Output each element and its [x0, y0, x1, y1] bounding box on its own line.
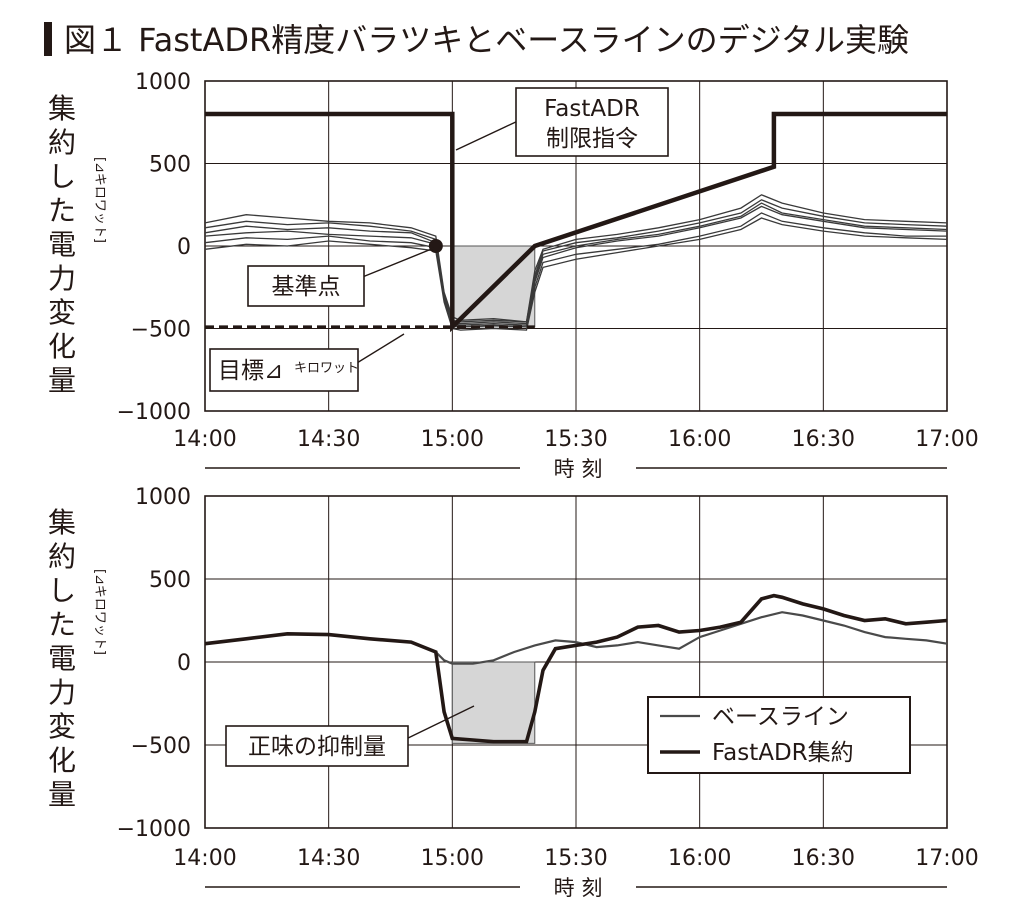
title-marker — [44, 22, 52, 56]
y-axis-unit: [⊿キロワット] — [92, 157, 107, 243]
y-axis-unit: [⊿キロワット] — [92, 569, 107, 655]
trace-line-4 — [204, 217, 948, 331]
x-tick-label: 16:00 — [668, 427, 731, 452]
reference-point-marker — [428, 239, 443, 253]
callout-text: 制限指令 — [546, 126, 638, 152]
trace-line-5 — [204, 205, 948, 326]
callout-text: 目標⊿ — [218, 358, 283, 384]
x-tick-label: 15:30 — [544, 846, 607, 871]
x-tick-label: 16:00 — [668, 846, 731, 871]
trace-line-6 — [204, 199, 948, 323]
x-tick-label: 17:00 — [915, 427, 978, 452]
legend-label: ベースライン — [712, 704, 849, 730]
trace-line-2 — [204, 212, 947, 328]
callout-text: 正味の抑制量 — [248, 734, 386, 760]
figure-title: 図１ FastADR精度バラツキとベースラインのデジタル実験 — [64, 21, 909, 59]
legend-box — [647, 696, 911, 774]
trace-line-3 — [204, 194, 948, 323]
y-axis-title: 集約した電力変化量 — [48, 92, 76, 397]
callout-box — [515, 87, 669, 157]
x-axis-title: 時 刻 — [554, 876, 603, 900]
shaded-suppression-area — [451, 661, 536, 744]
y-tick-label: 0 — [177, 651, 191, 676]
command-limit-line — [205, 111, 947, 333]
x-tick-label: 14:30 — [297, 427, 360, 452]
y-tick-label: −1000 — [117, 817, 191, 842]
callout-box — [247, 265, 365, 307]
callout-text: 基準点 — [272, 274, 341, 300]
x-axis-title: 時 刻 — [554, 457, 603, 481]
x-tick-label: 15:00 — [421, 427, 484, 452]
x-tick-label: 14:30 — [297, 846, 360, 871]
y-tick-label: 500 — [149, 568, 191, 593]
series-line-2 — [204, 593, 948, 744]
callout-leader — [403, 705, 475, 741]
x-tick-label: 15:00 — [421, 846, 484, 871]
x-tick-label: 15:30 — [544, 427, 607, 452]
bottom-chart: 1000 500 0 −500 −1000 14:00 14:30 15:00 15:30 16:… — [48, 485, 979, 900]
y-tick-label: −1000 — [117, 400, 191, 425]
callout-text: FastADR — [544, 96, 640, 122]
y-tick-label: 500 — [149, 153, 191, 178]
x-tick-label: 14:00 — [173, 846, 236, 871]
y-tick-label: −500 — [131, 734, 191, 759]
x-tick-label: 16:30 — [792, 846, 855, 871]
callout-box — [225, 725, 409, 767]
x-tick-label: 16:30 — [792, 427, 855, 452]
y-tick-label: 1000 — [135, 485, 191, 510]
y-axis-title: 集約した電力変化量 — [48, 506, 76, 811]
legend-label: FastADR集約 — [712, 740, 854, 766]
callout-box — [209, 348, 359, 392]
y-tick-label: 0 — [177, 235, 191, 260]
callout-leader — [351, 333, 405, 367]
x-tick-label: 14:00 — [173, 427, 236, 452]
y-tick-label: −500 — [131, 318, 191, 343]
x-tick-label: 17:00 — [915, 846, 978, 871]
y-tick-label: 1000 — [135, 70, 191, 95]
callout-text: キロワット — [294, 361, 359, 376]
callout-leader — [359, 247, 435, 279]
callout-leader — [455, 119, 521, 151]
